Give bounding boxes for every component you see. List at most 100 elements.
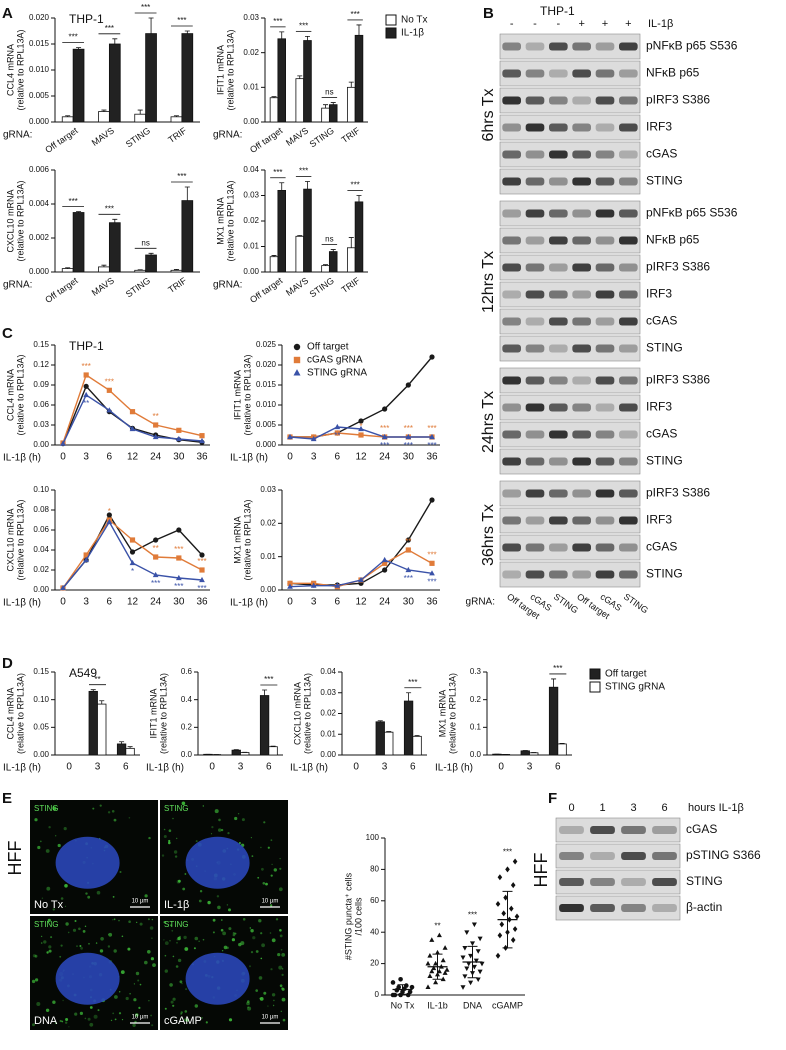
blot-row-label: NFκB p65	[646, 66, 700, 80]
sting-speckle	[84, 1017, 87, 1020]
sting-speckle	[135, 971, 140, 976]
sting-speckle	[112, 919, 114, 921]
blot-band	[502, 344, 521, 353]
blot-strip	[499, 507, 641, 534]
marker	[405, 566, 412, 573]
sting-speckle	[121, 935, 124, 938]
blot-band	[572, 69, 591, 78]
y-tick-label: 0.6	[181, 667, 193, 676]
error-bar	[99, 700, 105, 705]
marker	[433, 960, 439, 966]
sting-speckle	[40, 935, 43, 938]
sting-speckle	[250, 929, 254, 933]
marker	[425, 960, 431, 966]
blot-row-label: STING	[646, 341, 683, 355]
y-tick-label: 0.3	[470, 667, 482, 676]
sting-speckle	[48, 945, 52, 949]
treatment-label: IL-1β	[164, 899, 189, 911]
x-tick-label: 3	[311, 452, 317, 463]
y-tick-label: 0.015	[29, 39, 50, 48]
blot-band	[549, 42, 568, 51]
blot-band	[621, 904, 646, 912]
bar	[116, 743, 127, 756]
sting-speckle	[48, 826, 51, 829]
blot-strip	[499, 33, 641, 60]
treatment-label: IL-1β	[648, 18, 673, 30]
x-tick-label: 0	[66, 762, 72, 773]
blot-band	[595, 516, 615, 525]
significance-label: ***	[105, 24, 114, 33]
error-bar	[414, 735, 420, 737]
sting-speckle	[113, 949, 117, 953]
sting-speckle	[179, 935, 181, 938]
y-tick-label: 0.020	[256, 360, 277, 369]
blot-band	[619, 263, 638, 272]
blot-band	[619, 403, 638, 412]
error-bar	[271, 255, 277, 257]
marker	[199, 576, 205, 583]
blot-band	[652, 826, 677, 834]
blot-row-label: IRF3	[646, 513, 672, 527]
sting-speckle	[182, 887, 186, 891]
sting-speckle	[148, 836, 151, 840]
y-tick-label: 0.00	[320, 750, 336, 759]
sting-speckle	[173, 850, 178, 854]
sting-speckle	[60, 944, 63, 947]
sting-speckle	[164, 954, 167, 957]
x-tick-label: 24	[379, 597, 391, 608]
blot-row-label: STING	[686, 874, 723, 888]
blot-band	[619, 570, 638, 579]
sting-speckle	[178, 879, 181, 883]
blot-row-label: pIRF3 S386	[646, 373, 710, 387]
x-axis-label: gRNA:	[213, 280, 242, 291]
y-axis-label: (relative to RPL13A)	[302, 673, 312, 754]
marker	[60, 440, 66, 446]
blot-band	[572, 123, 591, 132]
sting-speckle	[198, 899, 202, 903]
x-tick-label: 0	[209, 762, 215, 773]
sting-speckle	[82, 930, 86, 933]
marker	[499, 921, 505, 928]
x-tick-label: No Tx	[391, 1000, 415, 1010]
marker	[497, 932, 503, 939]
y-tick-label: 0.015	[256, 380, 277, 389]
sting-speckle	[271, 993, 276, 997]
error-bar	[184, 30, 190, 34]
sting-speckle	[174, 855, 178, 858]
bar	[259, 695, 270, 756]
sting-speckle	[280, 949, 283, 951]
blot-band	[652, 878, 677, 886]
blot-band	[619, 69, 638, 78]
sting-speckle	[100, 937, 104, 941]
sting-speckle	[263, 991, 267, 995]
sting-speckle	[45, 849, 50, 853]
marker	[382, 567, 388, 573]
sting-speckle	[214, 809, 219, 814]
nucleus	[55, 836, 120, 889]
blot-strip	[499, 448, 641, 475]
sting-speckle	[279, 858, 281, 860]
significance-label: ns	[325, 88, 333, 97]
blot-band	[595, 430, 615, 439]
x-tick-label: 12	[355, 452, 367, 463]
blot-band	[559, 878, 584, 886]
blot-band	[559, 904, 584, 912]
blot-band	[595, 403, 615, 412]
blot-band	[502, 236, 521, 245]
sting-speckle	[64, 884, 68, 888]
sting-speckle	[220, 828, 224, 832]
treatment-sign: -	[510, 18, 514, 30]
error-bar	[279, 182, 285, 191]
y-axis-label: CXCL10 mRNA	[292, 682, 302, 745]
legend-swatch	[589, 681, 601, 693]
sting-speckle	[278, 887, 283, 892]
bar	[346, 247, 356, 273]
x-tick-label: 6	[335, 597, 341, 608]
marker	[434, 949, 441, 955]
treatment-label: No Tx	[34, 899, 64, 911]
y-axis-label: (relative to RPL13A)	[447, 673, 457, 754]
blot-band	[619, 376, 638, 385]
marker	[390, 980, 396, 985]
marker	[429, 497, 435, 503]
blot-band	[572, 430, 591, 439]
